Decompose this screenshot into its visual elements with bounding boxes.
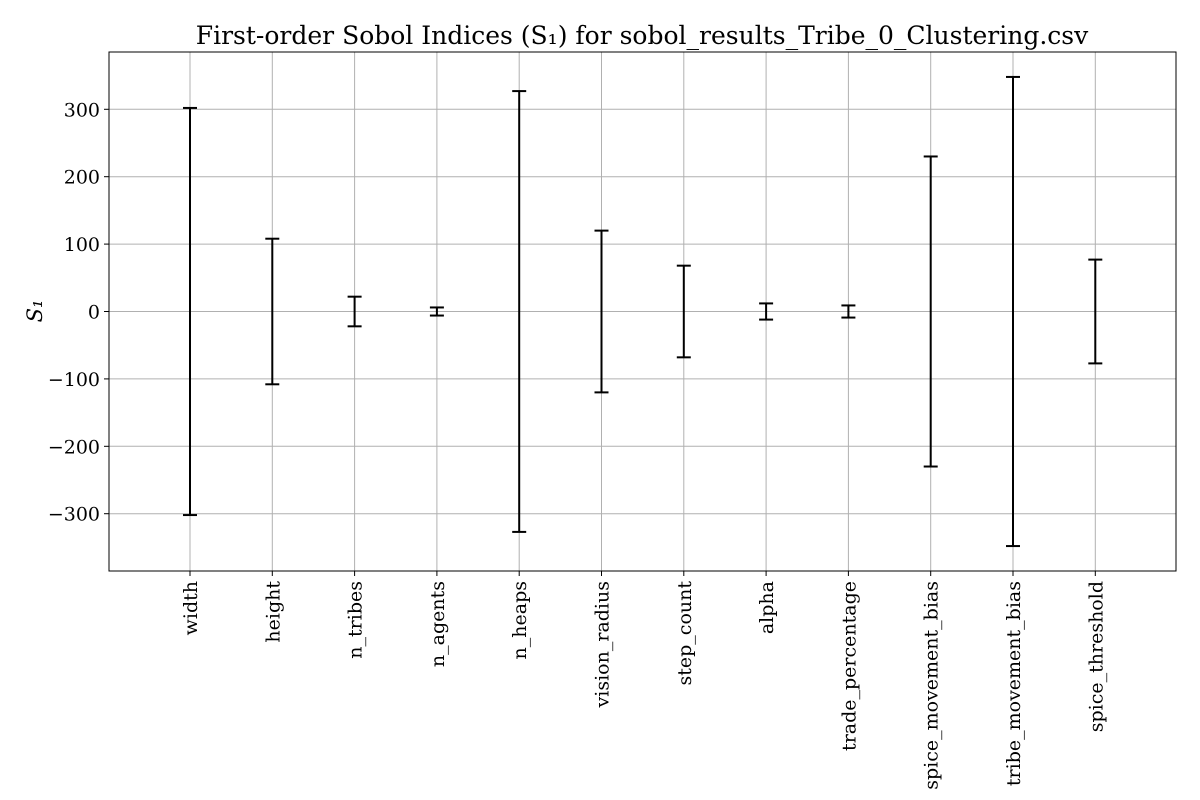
x-tick-label: spice_threshold xyxy=(1085,581,1107,732)
y-tick-label: 100 xyxy=(64,234,100,256)
x-tick-label: n_heaps xyxy=(509,581,531,659)
x-tick-label: vision_radius xyxy=(592,581,614,708)
chart-title: First-order Sobol Indices (S₁) for sobol… xyxy=(196,21,1089,50)
x-tick-label: n_agents xyxy=(427,581,449,667)
y-tick-label: −100 xyxy=(48,369,100,391)
x-tick-label: step_count xyxy=(674,581,696,686)
x-tick-label: trade_percentage xyxy=(838,581,860,751)
error-bar-n-heaps xyxy=(512,90,527,533)
x-tick-label: spice_movement_bias xyxy=(921,581,943,790)
error-bars xyxy=(183,75,1103,548)
y-tick-label: 200 xyxy=(64,167,100,189)
error-bar-height xyxy=(265,237,280,386)
y-tick-label: 300 xyxy=(64,99,100,121)
x-tick-label: width xyxy=(180,581,202,635)
error-bar-alpha xyxy=(759,302,774,321)
y-axis-ticks: 300 200 100 0 −100 −200 −300 xyxy=(48,99,109,526)
error-bar-step-count xyxy=(676,264,691,359)
error-bar-n-agents xyxy=(429,306,444,317)
error-bar-tribe-movement-bias xyxy=(1006,75,1020,548)
error-bar-n-tribes xyxy=(347,295,362,328)
y-tick-label: −300 xyxy=(48,504,100,526)
error-bar-vision-radius xyxy=(594,229,609,394)
x-tick-label: alpha xyxy=(756,581,778,634)
error-bar-width xyxy=(183,106,197,517)
x-tick-label: height xyxy=(262,581,284,643)
y-axis-label: S₁ xyxy=(23,300,47,323)
grid-lines xyxy=(109,52,1176,571)
x-tick-label: tribe_movement_bias xyxy=(1003,581,1025,786)
error-bar-spice-movement-bias xyxy=(923,155,938,468)
y-tick-label: −200 xyxy=(48,436,100,458)
x-axis-ticks: width height n_tribes n_agents n_heaps vision… xyxy=(180,571,1107,790)
x-tick-label: n_tribes xyxy=(345,581,367,659)
y-tick-label: 0 xyxy=(88,302,100,324)
plot-frame xyxy=(108,51,1177,572)
error-bar-trade-percentage xyxy=(841,304,856,319)
error-bar-spice-threshold xyxy=(1088,258,1103,365)
